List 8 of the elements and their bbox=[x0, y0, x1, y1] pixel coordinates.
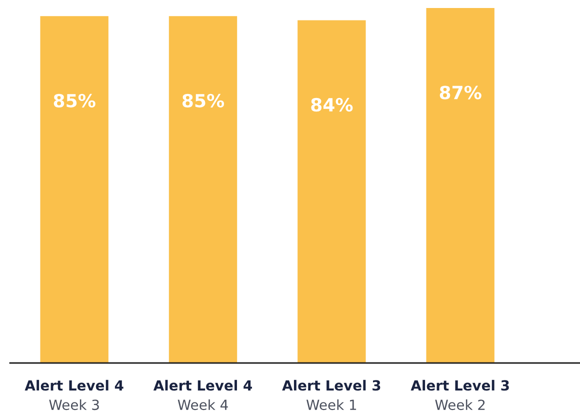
x-tick-label: Alert Level 4 Week 4 bbox=[153, 380, 252, 410]
data-label: 87% bbox=[440, 86, 482, 100]
data-label: 84% bbox=[311, 98, 353, 112]
x-tick-label: Alert Level 3 Week 2 bbox=[410, 380, 509, 410]
x-tick-label: Alert Level 4 Week 3 bbox=[24, 380, 124, 410]
data-label: 85% bbox=[182, 94, 224, 108]
x-tick-label: Alert Level 3 Week 1 bbox=[282, 380, 380, 410]
data-label: 85% bbox=[54, 94, 96, 108]
